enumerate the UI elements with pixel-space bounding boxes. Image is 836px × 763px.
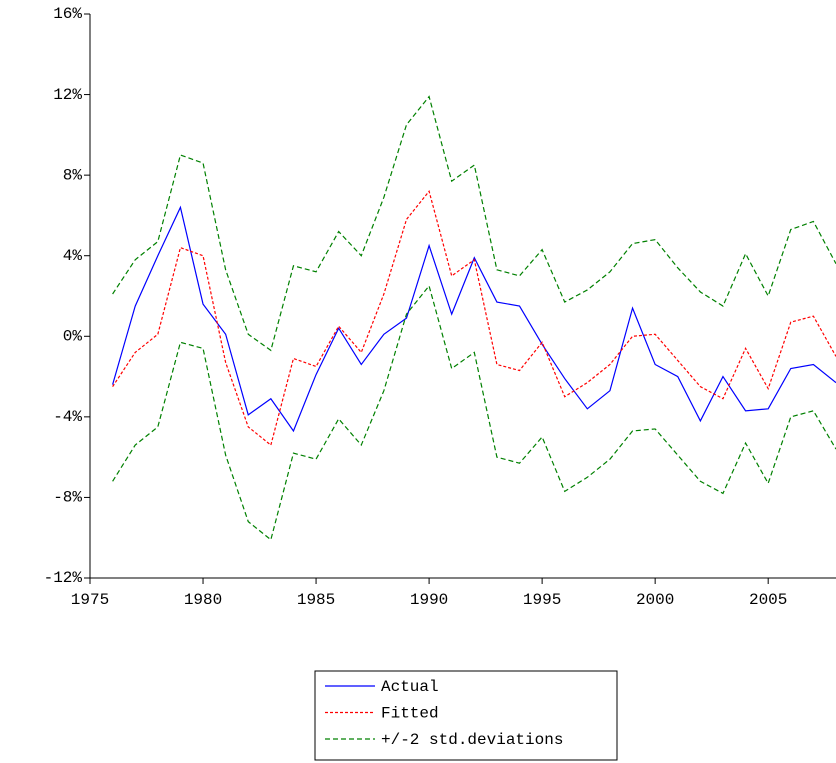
legend-box [314,670,618,761]
y-tick-label: 12% [53,86,82,104]
legend-label: Actual [381,678,439,696]
y-tick-label: 8% [63,166,83,184]
x-tick-label: 1975 [71,591,109,609]
x-tick-label: 1985 [297,591,335,609]
y-tick-label: 0% [63,328,83,346]
y-tick-label: 16% [53,5,82,23]
x-tick-label: 2000 [636,591,674,609]
series-line [112,95,836,352]
x-tick-label: 1990 [410,591,448,609]
legend-label: Fitted [381,705,439,723]
series-line [112,189,836,447]
series-line [112,284,836,541]
x-tick-label: 1980 [184,591,222,609]
y-tick-label: -12% [44,569,83,587]
x-tick-label: 1995 [523,591,561,609]
legend-label: +/-2 std.deviations [381,731,563,749]
y-tick-label: 4% [63,247,83,265]
series-line [112,205,836,433]
y-tick-label: -8% [53,489,82,507]
y-tick-label: -4% [53,408,82,426]
x-tick-label: 2005 [749,591,787,609]
